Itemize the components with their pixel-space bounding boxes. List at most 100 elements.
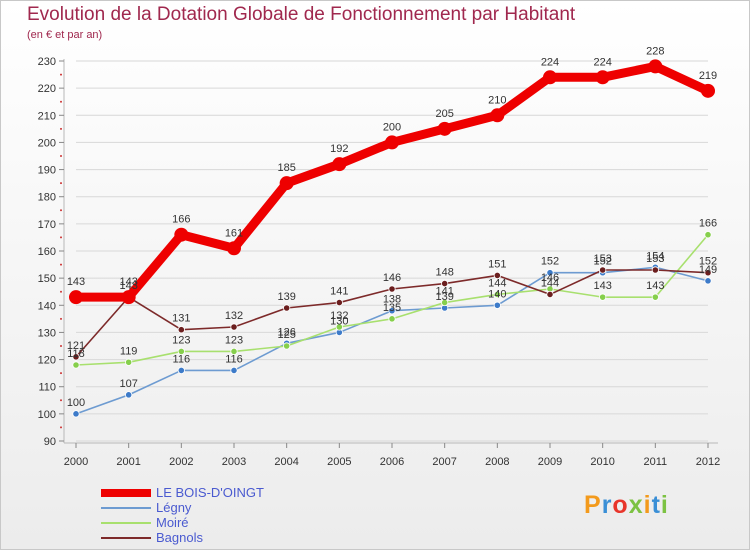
- data-point-3: [599, 266, 607, 274]
- legend-label: Moiré: [156, 515, 189, 530]
- y-minor-tick: [60, 263, 62, 266]
- x-tick-label: 2003: [222, 456, 246, 468]
- data-label-1: 107: [119, 378, 137, 390]
- x-tick-label: 2012: [696, 456, 720, 468]
- y-tick-label: 90: [44, 436, 56, 448]
- chart-legend: LE BOIS-D'OINGT Légny Moiré Bagnols: [101, 485, 264, 545]
- x-tick-label: 2004: [274, 456, 298, 468]
- y-tick-label: 120: [38, 355, 56, 367]
- data-point-0: [490, 108, 505, 123]
- data-point-0: [437, 121, 452, 136]
- y-minor-tick: [60, 236, 62, 239]
- logo-letter: o: [612, 491, 629, 519]
- logo-letter: x: [628, 491, 644, 519]
- legend-swatch: [101, 536, 151, 539]
- data-point-0: [648, 59, 663, 74]
- data-point-1: [177, 366, 185, 375]
- logo-letter: t: [651, 491, 661, 519]
- data-label-2: 125: [277, 329, 295, 341]
- legend-swatch: [101, 521, 151, 524]
- y-tick-label: 210: [38, 110, 56, 122]
- data-label-0: 224: [541, 56, 559, 68]
- y-tick-label: 190: [38, 165, 56, 177]
- x-tick-label: 2008: [485, 456, 509, 468]
- data-label-3: 121: [67, 340, 85, 352]
- data-label-0: 161: [225, 227, 243, 239]
- data-point-2: [651, 293, 659, 301]
- data-label-3: 153: [646, 253, 664, 265]
- chart-title: Evolution de la Dotation Globale de Fonc…: [27, 4, 576, 25]
- y-minor-tick: [60, 155, 62, 157]
- y-tick-label: 140: [38, 300, 56, 312]
- data-point-0: [227, 241, 241, 256]
- data-point-2: [441, 298, 449, 307]
- series-line-0: [71, 61, 713, 302]
- data-point-1: [546, 269, 554, 277]
- data-point-1: [704, 277, 712, 285]
- data-label-3: 146: [383, 272, 401, 284]
- data-label-3: 139: [277, 291, 295, 303]
- data-label-1: 149: [699, 264, 717, 276]
- data-label-2: 146: [541, 272, 559, 284]
- data-label-3: 151: [488, 258, 506, 270]
- legend-item: Bagnols: [101, 530, 264, 545]
- data-label-1: 126: [277, 326, 295, 338]
- data-point-0: [121, 290, 136, 305]
- y-minor-tick: [60, 73, 62, 76]
- x-tick-label: 2007: [432, 456, 456, 468]
- proxiti-logo: Proxiti: [584, 491, 669, 520]
- data-label-1: 152: [593, 256, 611, 268]
- data-label-2: 144: [488, 277, 506, 289]
- y-tick-label: 130: [38, 327, 56, 339]
- data-point-2: [335, 323, 343, 331]
- data-label-2: 119: [120, 345, 138, 357]
- data-label-1: 130: [330, 315, 348, 327]
- data-label-1: 116: [173, 353, 191, 365]
- chart-subtitle: (en € et par an): [27, 29, 103, 41]
- data-label-2: 118: [67, 348, 85, 360]
- x-tick-label: 2011: [644, 456, 668, 468]
- x-tick-label: 2001: [116, 456, 140, 468]
- data-label-1: 139: [435, 291, 453, 303]
- y-minor-tick: [60, 426, 62, 429]
- data-label-2: 143: [593, 280, 611, 292]
- data-label-2: 143: [646, 280, 664, 292]
- legend-item: Légny: [101, 500, 264, 515]
- data-label-0: 185: [277, 162, 295, 174]
- logo-letter: i: [643, 491, 652, 519]
- y-minor-tick: [60, 182, 62, 185]
- data-label-2: 132: [330, 310, 348, 322]
- data-label-3: 144: [541, 277, 559, 289]
- data-point-0: [385, 135, 399, 150]
- data-label-3: 148: [435, 267, 453, 279]
- data-point-2: [72, 361, 80, 369]
- y-minor-tick: [60, 127, 62, 130]
- data-label-1: 140: [488, 288, 506, 300]
- data-label-0: 200: [383, 121, 401, 133]
- data-point-3: [72, 353, 80, 361]
- data-label-0: 192: [330, 143, 348, 155]
- data-label-0: 205: [435, 108, 453, 120]
- data-point-1: [125, 391, 133, 399]
- y-tick-label: 200: [38, 137, 56, 149]
- data-point-3: [651, 266, 659, 274]
- data-label-2: 141: [435, 286, 453, 298]
- data-label-0: 210: [488, 94, 506, 106]
- x-tick-label: 2006: [380, 456, 404, 468]
- data-label-1: 154: [646, 250, 664, 262]
- legend-label: LE BOIS-D'OINGT: [156, 485, 264, 500]
- data-label-2: 135: [383, 302, 401, 314]
- data-point-3: [230, 323, 238, 331]
- legend-label: Légny: [156, 500, 192, 515]
- data-label-0: 143: [67, 276, 85, 288]
- data-point-2: [177, 347, 185, 356]
- x-tick-label: 2000: [64, 456, 88, 468]
- data-label-1: 116: [225, 353, 243, 365]
- data-point-2: [493, 290, 501, 299]
- data-point-1: [72, 410, 80, 418]
- data-point-2: [283, 342, 291, 350]
- data-label-2: 123: [225, 334, 243, 346]
- data-label-1: 100: [67, 397, 85, 409]
- data-point-0: [174, 227, 189, 242]
- data-point-0: [69, 290, 83, 305]
